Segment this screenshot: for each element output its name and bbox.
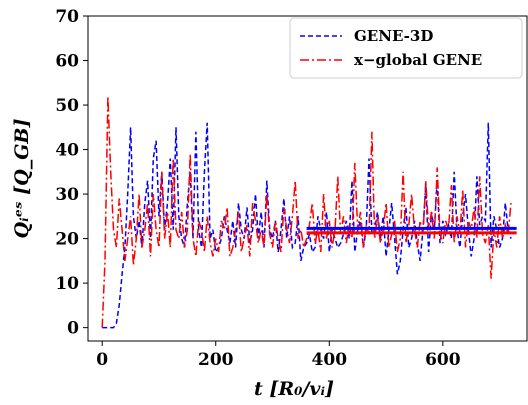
plot-area <box>87 15 528 342</box>
x-axis-label: t [R₀/vᵢ] <box>254 378 334 400</box>
y-axis: 0 10 20 30 40 50 60 70 Qᵢᵉˢ [Q_GB] <box>11 7 88 339</box>
x-tick-label: 200 <box>198 350 234 370</box>
x-tick-label: 600 <box>425 350 461 370</box>
series-line-1 <box>101 96 512 328</box>
y-tick-label: 40 <box>55 141 79 161</box>
y-axis-label: Qᵢᵉˢ [Q_GB] <box>11 119 33 239</box>
y-tick-label: 50 <box>55 96 79 116</box>
plot-frame <box>87 15 528 342</box>
y-tick-label: 60 <box>55 52 79 72</box>
y-tick-label: 20 <box>55 230 79 250</box>
x-tick-label: 0 <box>96 350 108 370</box>
x-axis: 0 200 400 600 t [R₀/vᵢ] <box>96 341 461 400</box>
legend-label-1: x−global GENE <box>354 51 482 69</box>
legend-label-0: GENE-3D <box>354 27 433 45</box>
y-tick-label: 70 <box>55 7 79 27</box>
x-tick-label: 400 <box>312 350 348 370</box>
y-tick-label: 30 <box>55 185 79 205</box>
legend: GENE-3D x−global GENE <box>289 17 523 79</box>
y-tick-label: 10 <box>55 274 79 294</box>
y-tick-label: 0 <box>67 319 79 339</box>
legend-frame <box>289 17 523 79</box>
